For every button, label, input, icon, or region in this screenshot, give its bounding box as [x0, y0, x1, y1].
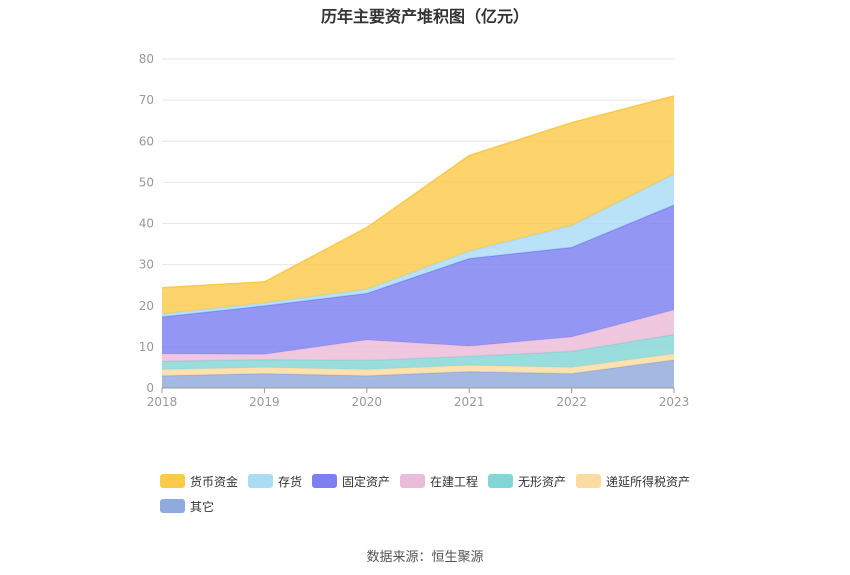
x-tick-label: 2022 — [556, 395, 587, 409]
area-edge-递延所得税资产 — [161, 353, 675, 371]
x-tick-label: 2018 — [147, 395, 178, 409]
legend-item[interactable]: 在建工程 — [400, 472, 478, 490]
x-tick-label: 2021 — [454, 395, 485, 409]
axes: 0 10 20 30 40 50 60 70 80 2018 2019 2020 2021 2022 202… — [139, 52, 690, 409]
area-edge-固定资产 — [161, 204, 675, 318]
y-tick-label: 70 — [139, 93, 154, 107]
legend-swatch — [488, 474, 513, 488]
area-edge-货币资金 — [161, 95, 675, 289]
x-tick-label: 2019 — [249, 395, 280, 409]
legend-swatch — [312, 474, 337, 488]
y-tick-label: 80 — [139, 52, 154, 66]
legend-label: 无形资产 — [518, 474, 567, 489]
legend-item[interactable]: 固定资产 — [312, 472, 390, 490]
y-tick-label: 10 — [139, 340, 154, 354]
area-递延所得税资产[interactable] — [162, 353, 674, 376]
y-tick-label: 50 — [139, 175, 154, 189]
legend-item[interactable]: 无形资产 — [488, 472, 566, 490]
y-tick-label: 0 — [146, 381, 154, 395]
area-edge-存货 — [161, 173, 675, 315]
legend-item[interactable]: 递延所得税资产 — [576, 472, 690, 490]
legend-swatch — [576, 474, 601, 488]
legend-label: 固定资产 — [342, 474, 391, 489]
legend-item[interactable]: 存货 — [248, 472, 302, 490]
area-固定资产[interactable] — [162, 205, 674, 355]
legend-label: 在建工程 — [430, 474, 479, 489]
y-tick-label: 20 — [139, 299, 154, 313]
area-无形资产[interactable] — [162, 334, 674, 370]
y-tick-label: 60 — [139, 134, 154, 148]
data-source-note: 数据来源：恒生聚源 — [366, 550, 484, 565]
legend-swatch — [160, 499, 185, 513]
legend-swatch — [400, 474, 425, 488]
legend-item[interactable]: 其它 — [160, 497, 214, 515]
legend-label: 其它 — [190, 499, 215, 514]
chart-title: 历年主要资产堆积图（亿元） — [320, 7, 529, 26]
legend-swatch — [248, 474, 273, 488]
area-存货[interactable] — [162, 174, 674, 317]
y-tick-label: 30 — [139, 258, 154, 272]
legend-label: 递延所得税资产 — [606, 474, 691, 489]
area-货币资金[interactable] — [162, 96, 674, 314]
legend-label: 货币资金 — [190, 474, 239, 489]
x-tick-label: 2023 — [659, 395, 690, 409]
legend-item[interactable]: 货币资金 — [160, 472, 238, 490]
x-tick-label: 2020 — [352, 395, 383, 409]
legend-label: 存货 — [278, 474, 303, 489]
area-在建工程[interactable] — [162, 309, 674, 362]
y-tick-label: 40 — [139, 217, 154, 231]
area-series — [161, 95, 675, 388]
legend-swatch — [160, 474, 185, 488]
